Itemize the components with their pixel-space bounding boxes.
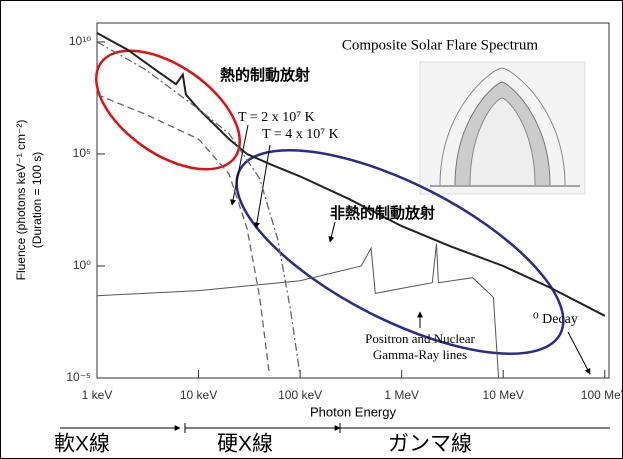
y-tick-label: 10⁻⁵ [66,370,91,384]
annotation: T = 2 x 10⁷ K [238,110,315,125]
annotation: Positron and Nuclear [365,331,475,346]
x-axis-label: Photon Energy [310,404,397,419]
y-axis-label: (Duration = 100 s) [30,152,44,248]
inset-diagram [420,62,585,194]
band-label: ガンマ線 [388,433,472,456]
annotation: T = 4 x 10⁷ K [262,127,339,142]
x-tick-label: 10 keV [180,388,217,402]
band-label: 軟X線 [54,433,110,456]
x-tick-label: 100 keV [278,388,322,402]
x-tick-label: 1 keV [82,388,113,402]
annotation: Gamma-Ray lines [373,347,467,362]
y-tick-label: 10¹⁰ [69,34,91,48]
chart: Composite Solar Flare Spectrum Photon En… [0,0,623,459]
x-tick-label: 1 MeV [384,388,419,402]
annotation: ⁰ Decay [533,312,578,327]
chart-title: Composite Solar Flare Spectrum [342,37,539,53]
x-tick-label: 100 MeV [581,388,623,402]
x-tick-label: 10 MeV [483,388,524,402]
y-tick-label: 10⁵ [73,146,91,160]
annotation: 熱的制動放射 [220,66,310,84]
annotation: 非熱的制動放射 [330,204,435,222]
y-axis-label: Fluence (photons keV⁻¹ cm⁻²) [14,120,28,281]
y-tick-label: 10⁰ [73,258,91,272]
band-label: 硬X線 [217,433,273,456]
